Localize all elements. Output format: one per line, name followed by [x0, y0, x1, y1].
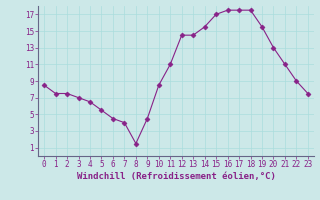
- X-axis label: Windchill (Refroidissement éolien,°C): Windchill (Refroidissement éolien,°C): [76, 172, 276, 181]
